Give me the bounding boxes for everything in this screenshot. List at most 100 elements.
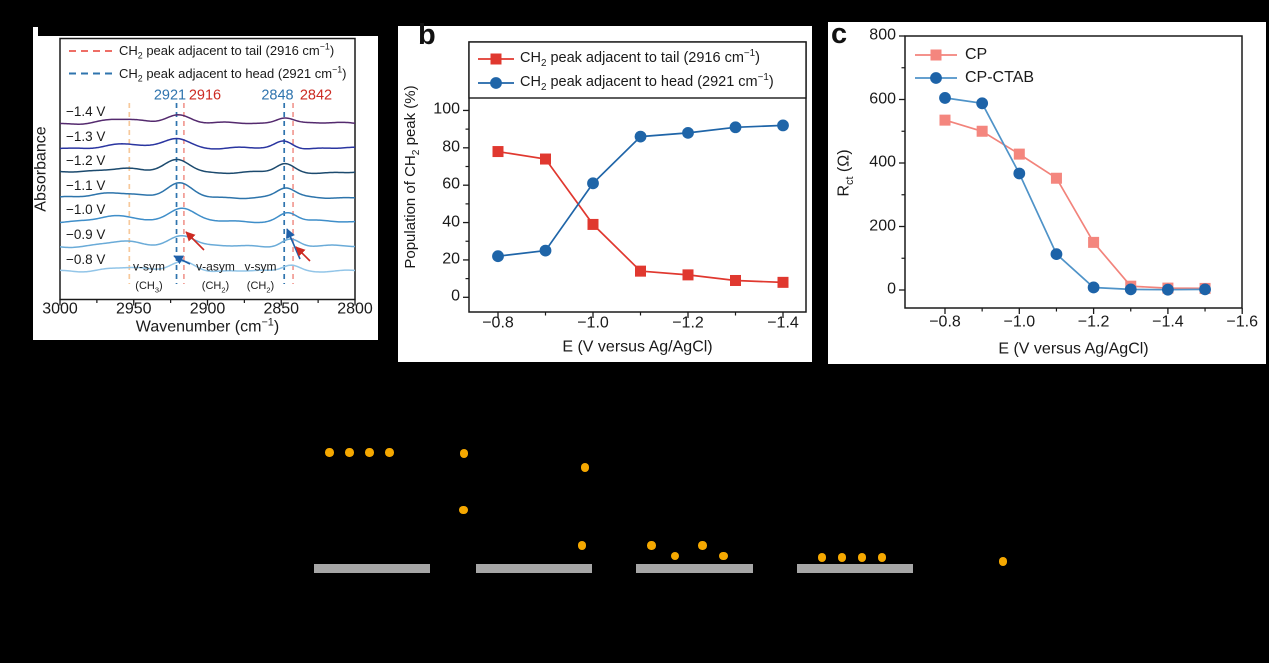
curve-potential-label: −1.3 V xyxy=(66,129,106,145)
surfactant-head-dot xyxy=(365,448,374,457)
y-axis-label: Population of CH2 peak (%) xyxy=(402,85,423,269)
x-tick-label: −0.8 xyxy=(929,313,961,331)
data-point-circle xyxy=(939,92,951,104)
data-point-circle xyxy=(1124,283,1137,296)
x-axis-label: E (V versus Ag/AgCl) xyxy=(562,338,713,356)
surfactant-head-dot xyxy=(670,551,680,561)
panel-c-rct-chart: c −0.8 −1.0 −1.2 −1.4 −1.6 0 200 400 600 800 CP CP-… xyxy=(828,20,1266,364)
y-axis-label: Absorbance xyxy=(32,126,50,212)
x-tick-label: 3000 xyxy=(42,300,78,318)
surfactant-head-dot xyxy=(345,448,354,457)
panel-a-corner-notch xyxy=(33,27,38,37)
data-point-square xyxy=(1050,172,1062,184)
vibration-mode-label: v-sym xyxy=(133,259,165,274)
vibration-mode-label: v-asym xyxy=(196,259,235,274)
population-plot xyxy=(463,41,807,318)
spectrum-curve-−0.8V xyxy=(59,260,356,273)
vibration-mode-label: v-sym xyxy=(244,259,277,274)
electrode-bar xyxy=(636,563,753,573)
x-tick-label: −1.6 xyxy=(1226,313,1258,331)
panel-a-ftir-spectra: 3000 2950 2900 2850 2800 CH2 peak adjacent to… xyxy=(33,36,378,340)
surfactant-head-dot xyxy=(719,551,728,561)
x-tick-label: 2850 xyxy=(263,300,300,318)
spectrum-curve-−1.0V xyxy=(59,207,356,224)
spectrum-curve-−1.1V xyxy=(59,181,356,200)
data-point-circle xyxy=(492,250,504,263)
data-point-square xyxy=(540,153,551,165)
surfactant-head-dot xyxy=(459,505,468,515)
surfactant-head-dot xyxy=(459,449,469,458)
y-tick-label: 600 xyxy=(869,90,896,108)
legend-entry-label: CH2 peak adjacent to tail (2916 cm−1) xyxy=(520,48,760,69)
panel-b-population-chart: b −0.8 −1.0 −1.2 −1.4 0 20 40 60 80 100 CH2 peak a… xyxy=(398,21,812,362)
legend-entry-label: CP xyxy=(965,46,988,63)
peak-wavenumber-label: 2848 xyxy=(261,87,294,104)
legend-entry-label: CH2 peak adjacent to tail (2916 cm−1) xyxy=(119,41,335,61)
legend-marker-square xyxy=(930,49,942,61)
annotation-arrow xyxy=(173,255,191,265)
data-point-circle xyxy=(539,244,552,257)
curve-potential-label: −0.9 V xyxy=(66,227,106,243)
y-tick-label: 200 xyxy=(869,217,896,235)
curve-potential-label: −0.8 V xyxy=(66,252,106,268)
data-point-circle xyxy=(1199,283,1211,296)
data-point-circle xyxy=(1013,167,1026,180)
surfactant-head-dot xyxy=(698,541,707,550)
data-point-square xyxy=(777,276,789,288)
series-line-CPCTAB xyxy=(944,97,1206,291)
surfactant-head-dot xyxy=(580,463,590,472)
spectra-plot xyxy=(59,37,356,306)
y-tick-label: 60 xyxy=(442,175,460,193)
peak-wavenumber-label: 2842 xyxy=(299,87,333,104)
legend-marker-circle xyxy=(930,72,942,84)
legend-entry-label: CH2 peak adjacent to head (2921 cm−1) xyxy=(119,64,347,84)
y-axis-label: Rct (Ω) xyxy=(835,149,856,197)
vibration-mode-sublabel: (CH2) xyxy=(201,280,230,295)
y-tick-label: 80 xyxy=(442,138,460,156)
surfactant-head-dot xyxy=(325,448,334,457)
panel-b-label: b xyxy=(418,19,436,51)
spectrum-curve-−1.4V xyxy=(59,114,356,125)
legend-box xyxy=(468,41,807,99)
electrode-bar xyxy=(314,563,430,573)
y-tick-label: 400 xyxy=(869,153,896,171)
curve-potential-label: −1.1 V xyxy=(66,178,106,194)
surfactant-head-dot xyxy=(647,541,656,550)
x-axis-label: Wavenumber (cm−1) xyxy=(135,316,280,336)
data-point-circle xyxy=(682,126,694,139)
data-point-circle xyxy=(634,130,647,143)
spectrum-curve-−0.9V xyxy=(59,234,356,249)
x-tick-label: −1.0 xyxy=(1003,313,1036,331)
spectrum-curve-−1.2V xyxy=(59,158,356,175)
surfactant-head-dot xyxy=(998,557,1008,566)
data-point-circle xyxy=(729,121,742,134)
data-point-circle xyxy=(777,119,789,132)
x-tick-label: −1.4 xyxy=(1152,313,1184,331)
annotation-arrow xyxy=(185,231,205,251)
x-tick-label: 2950 xyxy=(115,300,152,318)
data-point-circle xyxy=(587,177,599,190)
x-tick-label: 2900 xyxy=(189,300,226,318)
data-point-square xyxy=(1088,236,1100,248)
x-tick-label: −1.0 xyxy=(577,314,609,332)
data-point-square xyxy=(682,269,694,281)
surfactant-head-dot xyxy=(385,448,394,457)
y-tick-label: 0 xyxy=(451,287,460,305)
annotation-arrow xyxy=(295,246,311,262)
data-point-circle xyxy=(1087,281,1100,294)
surfactant-head-dot xyxy=(817,553,827,562)
data-point-square xyxy=(492,146,504,158)
plot-frame xyxy=(904,35,1243,309)
vibration-mode-sublabel: (CH3) xyxy=(135,280,163,295)
peak-wavenumber-label: 2921 xyxy=(153,87,187,104)
electrode-bar xyxy=(476,563,592,573)
curve-potential-label: −1.4 V xyxy=(66,104,106,120)
rct-plot xyxy=(899,35,1243,314)
vibration-mode-sublabel: (CH2) xyxy=(246,280,275,295)
y-tick-label: 20 xyxy=(442,250,460,268)
data-point-square xyxy=(939,114,951,126)
surfactant-head-dot xyxy=(837,553,847,562)
legend-marker-square xyxy=(490,53,502,65)
data-point-circle xyxy=(1162,283,1174,296)
